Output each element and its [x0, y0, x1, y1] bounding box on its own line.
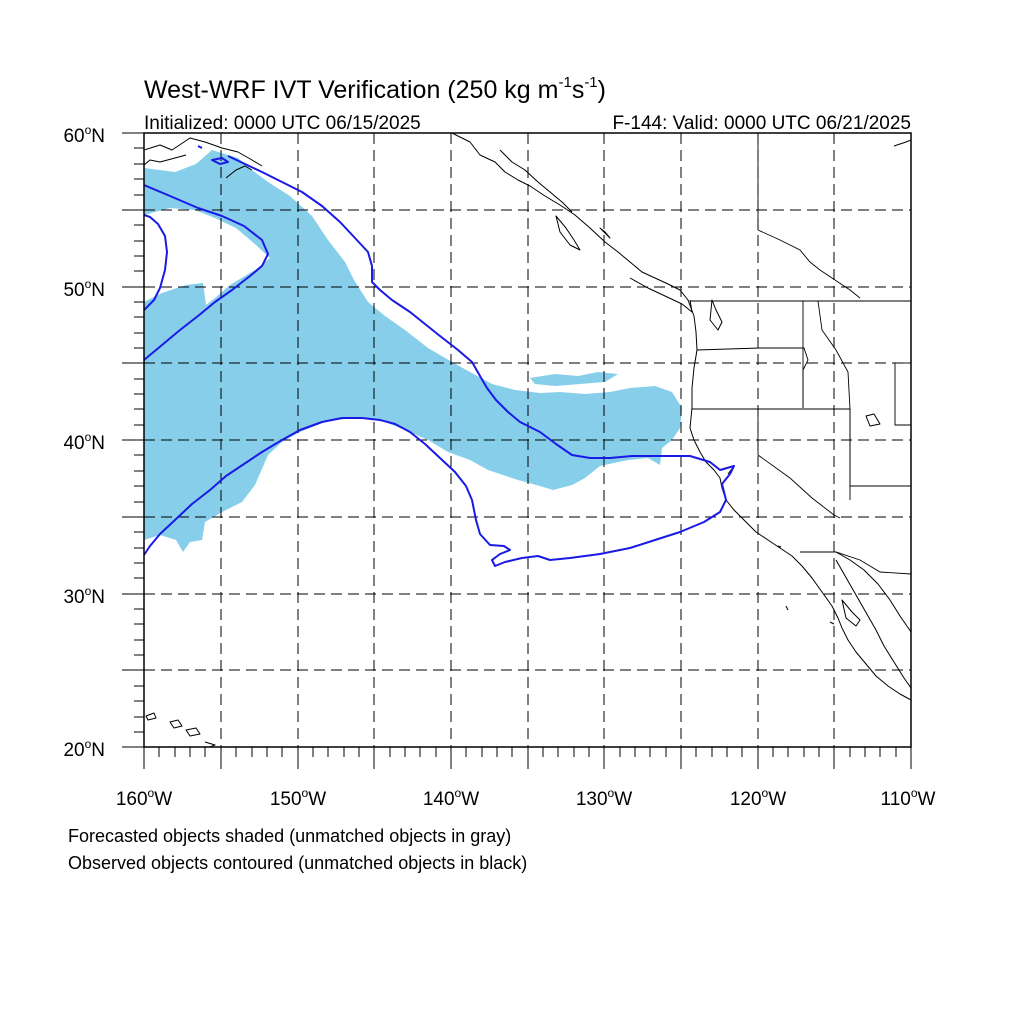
forecast-ivt-fragment: [530, 372, 618, 386]
lon-label-140w: 140oW: [423, 786, 479, 810]
lat-label-60: 60oN: [63, 123, 105, 147]
forecast-note: Forecasted objects shaded (unmatched obj…: [68, 826, 511, 846]
observed-main-contour: [144, 155, 735, 567]
map-panel: [144, 133, 911, 747]
forecast-ivt-object: [144, 150, 682, 552]
lon-label-110w: 110oW: [881, 786, 936, 810]
latitude-labels: 60oN 50oN 40oN 30oN 20oN: [63, 123, 105, 761]
graticule: [144, 133, 911, 747]
lat-label-20: 20oN: [63, 737, 105, 761]
lon-label-130w: 130oW: [576, 786, 632, 810]
valid-time-label: F-144: Valid: 0000 UTC 06/21/2025: [612, 113, 911, 134]
lon-label-160w: 160oW: [116, 786, 172, 810]
tick-marks: [122, 132, 912, 769]
lon-label-120w: 120oW: [730, 786, 786, 810]
observed-inner-contour: [144, 214, 168, 311]
lat-label-40: 40oN: [63, 430, 105, 454]
observed-west-contour: [144, 184, 269, 361]
lat-label-50: 50oN: [63, 277, 105, 301]
observed-note: Observed objects contoured (unmatched ob…: [68, 853, 527, 873]
observed-ivt-contours: [144, 145, 735, 567]
figure-title: West-WRF IVT Verification (250 kg m-1s-1…: [144, 74, 606, 104]
lat-label-30: 30oN: [63, 584, 105, 608]
political-borders: [690, 133, 911, 575]
init-time-label: Initialized: 0000 UTC 06/15/2025: [144, 113, 421, 134]
longitude-labels: 160oW 150oW 140oW 130oW 120oW 110oW: [116, 786, 936, 810]
lon-label-150w: 150oW: [270, 786, 326, 810]
coastlines: [144, 133, 911, 747]
observed-small-contour: [211, 157, 229, 165]
